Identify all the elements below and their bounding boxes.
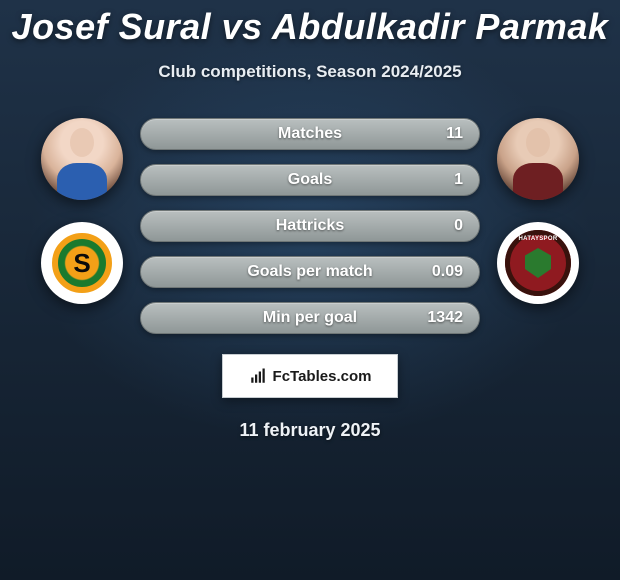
brand-card[interactable]: FcTables.com <box>222 354 398 398</box>
stat-value: 0.09 <box>432 263 463 281</box>
stat-value: 11 <box>446 125 463 143</box>
stats-bars: Matches 11 Goals 1 Hattricks 0 Goals per… <box>140 118 480 334</box>
main-row: Matches 11 Goals 1 Hattricks 0 Goals per… <box>0 118 620 334</box>
chart-icon <box>249 367 267 385</box>
stat-bar: Goals 1 <box>140 164 480 196</box>
stat-label: Goals per match <box>141 263 479 281</box>
date-text: 11 february 2025 <box>0 420 620 441</box>
stat-value: 0 <box>454 217 463 235</box>
club-right-badge <box>497 222 579 304</box>
brand-text: FcTables.com <box>273 368 372 385</box>
club-right-badge-inner <box>505 230 571 296</box>
page-title: Josef Sural vs Abdulkadir Parmak <box>0 6 620 48</box>
stat-label: Matches <box>141 125 479 143</box>
club-left-badge-inner <box>52 233 112 293</box>
subtitle: Club competitions, Season 2024/2025 <box>0 62 620 82</box>
player-left-avatar <box>41 118 123 200</box>
stat-value: 1 <box>454 171 463 189</box>
stat-label: Hattricks <box>141 217 479 235</box>
stat-bar: Min per goal 1342 <box>140 302 480 334</box>
stat-bar: Hattricks 0 <box>140 210 480 242</box>
club-left-badge <box>41 222 123 304</box>
player-right-avatar <box>497 118 579 200</box>
left-column <box>32 118 132 304</box>
card-content: Josef Sural vs Abdulkadir Parmak Club co… <box>0 0 620 580</box>
stat-bar: Matches 11 <box>140 118 480 150</box>
stat-bar: Goals per match 0.09 <box>140 256 480 288</box>
stat-label: Goals <box>141 171 479 189</box>
right-column <box>488 118 588 304</box>
stat-value: 1342 <box>427 309 463 327</box>
